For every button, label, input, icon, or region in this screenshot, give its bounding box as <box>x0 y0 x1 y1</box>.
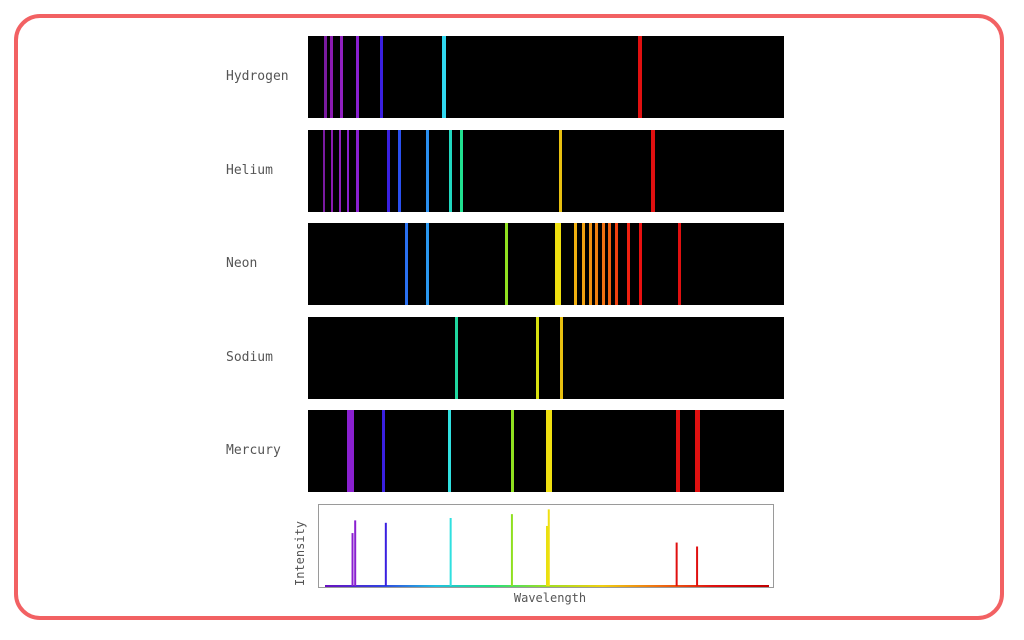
spectrum-label-hydrogen: Hydrogen <box>226 69 289 84</box>
emission-line <box>356 130 359 212</box>
emission-line <box>602 223 605 305</box>
emission-line <box>511 410 514 492</box>
emission-line <box>330 36 333 118</box>
spectrum-label-sodium: Sodium <box>226 350 273 365</box>
emission-line <box>356 36 359 118</box>
emission-line <box>615 223 618 305</box>
emission-line <box>347 130 349 212</box>
emission-line <box>627 223 630 305</box>
spectrum-label-mercury: Mercury <box>226 443 281 458</box>
emission-line <box>678 223 681 305</box>
emission-line <box>426 130 429 212</box>
emission-line <box>536 317 539 399</box>
emission-line <box>455 317 458 399</box>
emission-line <box>347 410 354 492</box>
emission-line <box>339 130 341 212</box>
emission-line <box>405 223 408 305</box>
emission-line <box>449 130 452 212</box>
emission-line <box>574 223 577 305</box>
spectrum-strip-hydrogen <box>308 36 784 118</box>
emission-line <box>505 223 508 305</box>
emission-line <box>340 36 343 118</box>
emission-line <box>651 130 655 212</box>
emission-line <box>608 223 611 305</box>
emission-line <box>638 36 642 118</box>
emission-line <box>398 130 401 212</box>
x-axis-label: Wavelength <box>513 591 587 605</box>
emission-line <box>639 223 642 305</box>
emission-line <box>582 223 585 305</box>
emission-line <box>460 130 463 212</box>
emission-line <box>589 223 592 305</box>
spectrum-label-helium: Helium <box>226 163 273 178</box>
emission-line <box>442 36 446 118</box>
emission-line <box>448 410 451 492</box>
emission-line <box>426 223 429 305</box>
emission-line <box>323 130 325 212</box>
emission-line <box>387 130 390 212</box>
emission-line <box>560 317 563 399</box>
emission-line <box>695 410 700 492</box>
emission-line <box>546 410 552 492</box>
emission-line <box>324 36 327 118</box>
intensity-chart-plot <box>325 509 769 587</box>
spectrum-label-neon: Neon <box>226 256 258 271</box>
emission-line <box>382 410 385 492</box>
emission-line <box>555 223 561 305</box>
emission-line <box>595 223 598 305</box>
spectrum-strip-neon <box>308 223 784 305</box>
emission-line <box>380 36 383 118</box>
intensity-chart <box>318 504 774 588</box>
emission-line <box>559 130 562 212</box>
spectrum-strip-sodium <box>308 317 784 399</box>
emission-line <box>331 130 333 212</box>
spectrum-strip-mercury <box>308 410 784 492</box>
spectrum-strip-helium <box>308 130 784 212</box>
emission-line <box>676 410 680 492</box>
y-axis-label: Intensity <box>293 520 307 586</box>
